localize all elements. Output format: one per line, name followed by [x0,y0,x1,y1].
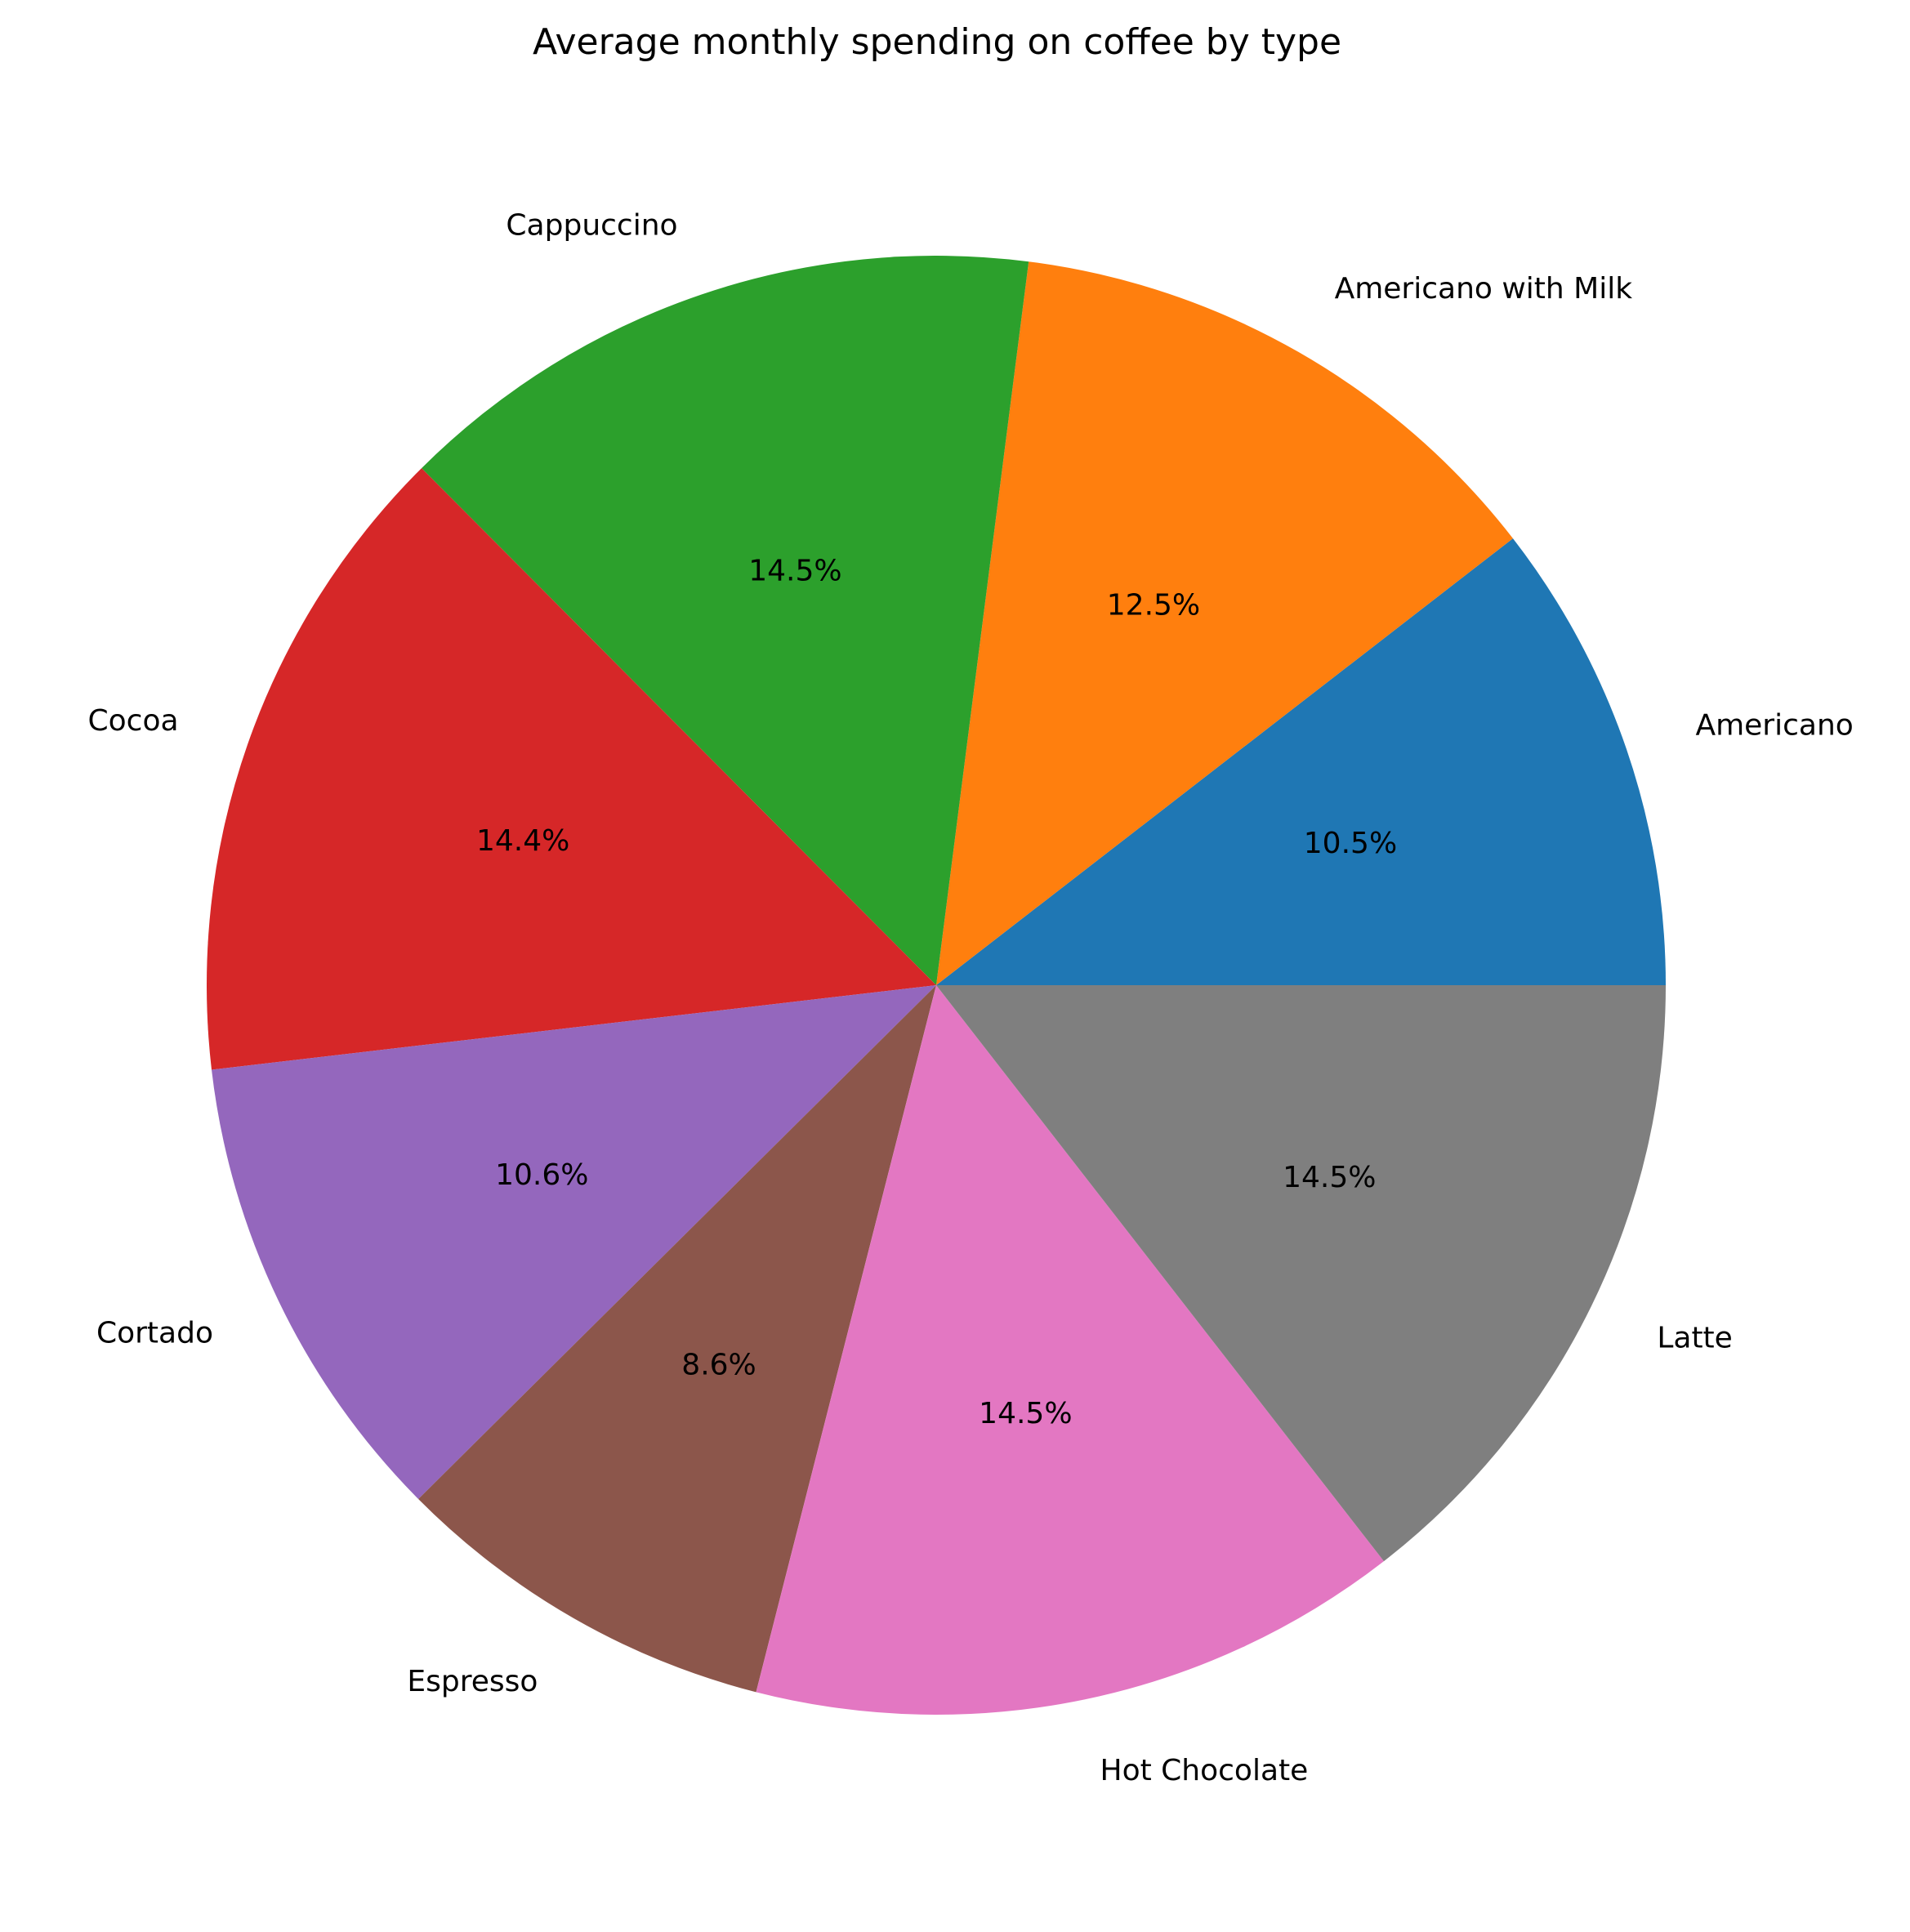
slice-label-espresso: Espresso [407,1665,538,1698]
slice-cocoa [207,468,937,1070]
slice-percent-cocoa: 14.4% [476,824,569,858]
slice-percent-espresso: 8.6% [681,1349,756,1382]
slice-latte [936,985,1666,1562]
slice-percent-americano-with-milk: 12.5% [1107,588,1200,622]
slice-label-cocoa: Cocoa [88,704,179,738]
slice-percent-cappuccino: 14.5% [748,554,841,587]
slice-label-latte: Latte [1657,1321,1733,1354]
slice-label-americano-with-milk: Americano with Milk [1335,272,1633,306]
slice-americano-with-milk [936,261,1513,985]
slice-hot-chocolate [756,985,1384,1715]
slice-americano [936,538,1666,985]
slice-cortado [212,985,937,1499]
chart-title: Average monthly spending on coffee by ty… [533,21,1341,63]
pie-labels: Americano 10.5% Americano with Milk 12.5% Ca… [88,209,1854,1788]
slice-percent-cortado: 10.6% [495,1158,588,1192]
slice-label-hot-chocolate: Hot Chocolate [1100,1754,1309,1787]
slice-percent-americano: 10.5% [1304,827,1397,860]
slice-cappuccino [422,255,1029,985]
slice-label-cappuccino: Cappuccino [506,209,677,243]
slice-espresso [418,985,936,1693]
pie-slices [207,255,1666,1715]
slice-percent-latte: 14.5% [1283,1161,1376,1194]
slice-label-cortado: Cortado [96,1317,213,1350]
slice-label-americano: Americano [1695,709,1853,743]
slice-percent-hot-chocolate: 14.5% [979,1397,1072,1430]
